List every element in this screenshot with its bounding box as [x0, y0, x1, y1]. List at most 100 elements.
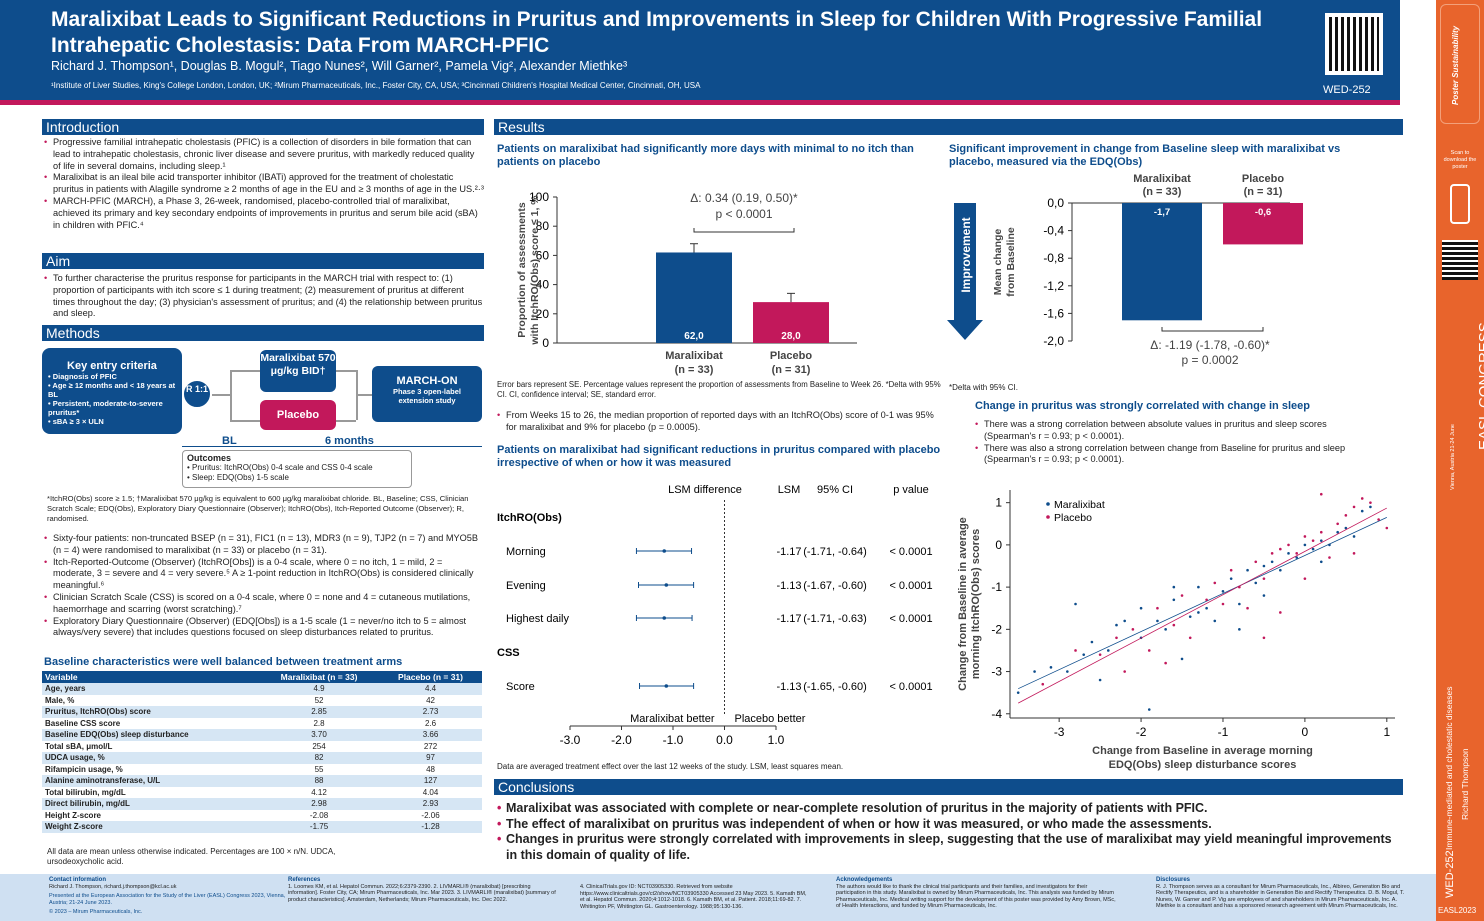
scatter-point	[1172, 585, 1176, 589]
scatter-point	[1295, 556, 1299, 559]
bar-value-label: -0,6	[1255, 207, 1271, 218]
x-tick-label: -3.0	[560, 733, 581, 747]
category-label: (n = 33)	[675, 364, 714, 376]
qr-code-icon[interactable]	[1325, 13, 1383, 75]
qr-code-icon[interactable]	[1442, 240, 1478, 280]
p-value-annotation: p < 0.0001	[715, 207, 772, 221]
scatter-point	[1254, 560, 1258, 564]
column-header: 95% CI	[817, 484, 853, 496]
table-cell: 272	[423, 741, 438, 751]
scatter-point	[1147, 708, 1151, 711]
scatter-point	[1188, 615, 1192, 618]
scatter-point	[1172, 598, 1176, 602]
entry-criterion: • Age ≥ 12 months and < 18 years at BL	[48, 381, 176, 399]
scatter-point	[1246, 568, 1249, 572]
y-axis-label-line: Mean change	[992, 229, 1004, 296]
baseline-table-wrap: Variable Maralixibat (n = 33) Placebo (n =…	[42, 671, 482, 833]
conclusions-text: Maralixibat was associated with complete…	[497, 801, 1397, 863]
outcome-item: • Sleep: EDQ(Obs) 1-5 scale	[187, 473, 289, 482]
table-row: Direct bilirubin, mg/dL 2.98 2.93	[42, 798, 482, 810]
scatter-point	[1279, 611, 1282, 614]
y-tick-label: 0,0	[1047, 196, 1064, 210]
conclusion-bullet: Changes in pruritus were strongly correl…	[497, 832, 1397, 863]
delta-annotation: Δ: 0.34 (0.19, 0.50)*	[690, 191, 798, 205]
scatter-point	[1090, 640, 1094, 644]
table-cell: 3.66	[379, 729, 482, 741]
x-tick-label: -1.0	[663, 733, 684, 747]
y-tick-label: 60	[536, 248, 550, 262]
category-label: (n = 31)	[772, 364, 811, 376]
bar-value-label: -1,7	[1154, 207, 1170, 218]
bracket	[1161, 327, 1264, 332]
table-cell: Direct bilirubin, mg/dL	[42, 798, 259, 810]
scatter-point	[1016, 691, 1020, 694]
scatter-point	[1279, 547, 1282, 551]
y-tick-label: 40	[536, 278, 550, 292]
scatter-point	[1139, 606, 1143, 610]
contact-info[interactable]: Richard J. Thompson, richard.j.thompson@…	[49, 883, 177, 890]
scatter-point	[1049, 666, 1053, 669]
fig4-text: There was a strong correlation between a…	[975, 419, 1355, 466]
table-cell: UDCA usage, %	[42, 752, 259, 764]
table-cell: Baseline CSS score	[45, 718, 121, 728]
outcomes-title: Outcomes	[187, 453, 232, 463]
affiliations: ¹Institute of Liver Studies, King's Coll…	[51, 81, 701, 90]
table-cell: 52	[314, 695, 324, 705]
y-axis-label: Mean changefrom Baseline	[992, 227, 1017, 297]
ci-value: (-1.67, -0.60)	[803, 580, 867, 592]
fig2-note: Data are averaged treatment effect over …	[497, 762, 844, 771]
scatter-point	[1319, 560, 1323, 564]
p-value: < 0.0001	[889, 613, 932, 625]
entry-criterion: • Diagnosis of PFIC	[48, 372, 117, 381]
y-axis-label-line: with ItchRO(Obs) score ≤ 1, %	[529, 195, 541, 346]
scatter-point	[1156, 619, 1159, 623]
disclosures-text: R. J. Thompson serves as a consultant fo…	[1156, 883, 1405, 910]
table-header: Maralixibat (n = 33)	[259, 671, 380, 683]
scatter-point	[1344, 526, 1348, 530]
scatter-point	[1352, 535, 1356, 538]
improvement-arrow-icon	[947, 203, 983, 340]
table-cell: 254	[312, 741, 326, 751]
scatter-point	[1369, 505, 1372, 509]
bar	[1223, 203, 1303, 245]
congress-dates: Vienna, Austria 21-24 June	[1450, 424, 1456, 490]
table-row: Baseline CSS score 2.8 2.6	[42, 718, 482, 730]
scatter-point	[1115, 623, 1118, 627]
phone-icon	[1450, 184, 1470, 224]
table-cell: Total bilirubin, mg/dL	[45, 787, 126, 797]
scatter-point	[1262, 636, 1266, 640]
study-design-diagram: Key entry criteria • Diagnosis of PFIC • …	[42, 346, 484, 488]
fig1-note: Error bars represent SE. Percentage valu…	[497, 380, 941, 399]
column-header: LSM	[778, 484, 801, 496]
references-1: 1. Loomes KM, et al. Hepatol Commun. 202…	[288, 883, 556, 903]
scatter-point	[1188, 636, 1192, 640]
scatter-point	[1360, 497, 1364, 500]
y-axis-label-line: morning ItchRO(Obs) scores	[970, 529, 982, 679]
results-heading: Results	[494, 119, 1403, 135]
table-header: Placebo (n = 31)	[379, 671, 482, 683]
congress-sidebar: Poster Sustainability Scan to download t…	[1436, 0, 1484, 921]
lsm-point	[664, 684, 669, 688]
scatter-point	[1352, 552, 1356, 555]
timeline	[182, 446, 482, 447]
table-cell: -2.06	[421, 810, 440, 820]
scatter-point	[1164, 628, 1167, 631]
sidebar-poster-id: WED-252	[1444, 850, 1456, 898]
aim-heading: Aim	[42, 253, 484, 269]
scatter-point	[1287, 543, 1290, 547]
y-axis-label-line: from Baseline	[1005, 227, 1017, 297]
bar	[656, 252, 732, 343]
scatter-point	[1385, 526, 1389, 530]
table-cell: Height Z-score	[45, 810, 102, 820]
entry-criteria-title: Key entry criteria	[67, 360, 157, 372]
right-direction-label: Placebo better	[735, 713, 806, 725]
table-cell: -2.08	[309, 810, 329, 820]
scatter-point	[1213, 581, 1217, 585]
ack-text: The authors would like to thank the clin…	[836, 883, 1116, 910]
bracket	[693, 228, 795, 233]
intro-bullet: Maralixibat is an ileal bile acid transp…	[44, 172, 484, 196]
y-tick-label: -1	[991, 580, 1002, 594]
scatter-point	[1123, 619, 1126, 623]
poster-id: WED-252	[1323, 84, 1371, 96]
y-tick-label: 80	[536, 219, 550, 233]
